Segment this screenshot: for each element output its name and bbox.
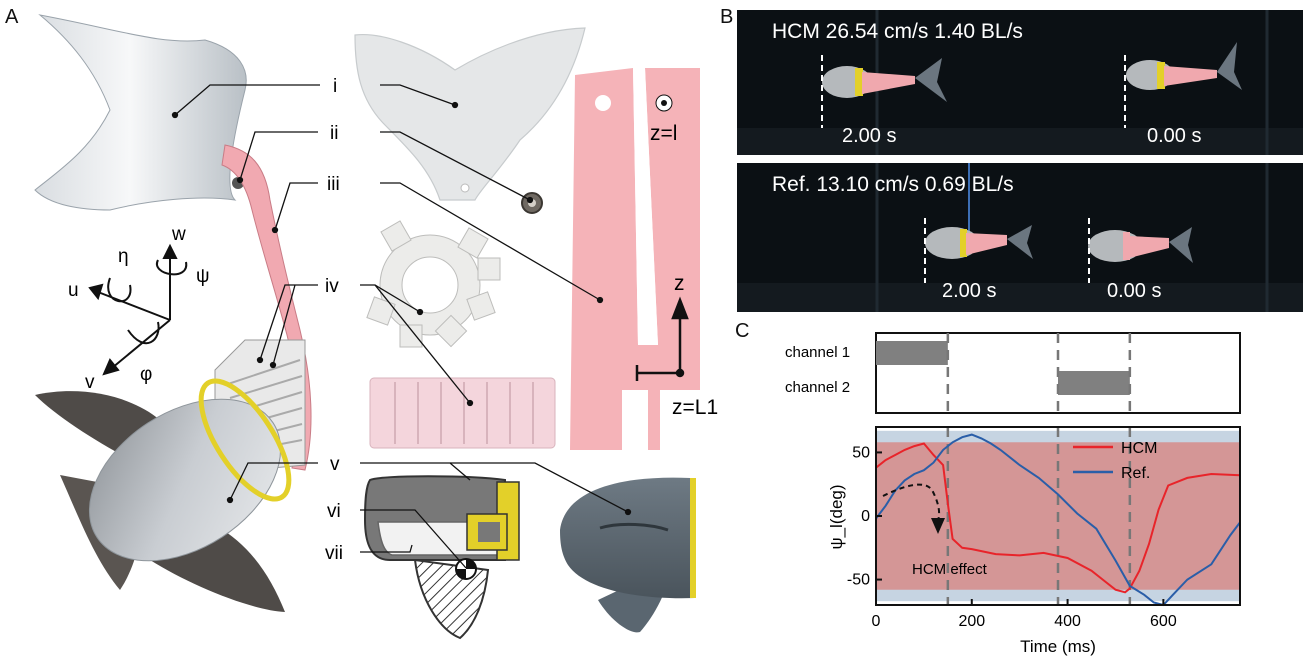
coordinate-frame [88, 243, 188, 376]
channel-1-label: channel 1 [785, 344, 850, 361]
photo-hcm-scene [737, 10, 1303, 155]
channel-bars [876, 341, 1130, 395]
hcm-time-right: 0.00 s [1147, 125, 1202, 147]
label-iv: iv [325, 276, 339, 297]
photo-hcm: HCM 26.54 cm/s 1.40 BL/s 2.00 s 0.00 s [737, 10, 1303, 155]
channel-bar-1 [876, 341, 948, 365]
z-axis-arrow [635, 296, 689, 381]
leader-lines [171, 84, 632, 569]
caudal-fin-flat [354, 27, 586, 201]
hcm-effect-arrow [882, 483, 941, 521]
axis-psi-label: ψ [196, 266, 210, 287]
axis-v-label: v [85, 372, 95, 393]
hcm-speed-caption: HCM 26.54 cm/s 1.40 BL/s [772, 20, 1023, 43]
plot-ticks: 0 200 400 600 50 0 -50 [847, 444, 1177, 630]
legend-hcm-label: HCM [1121, 440, 1157, 457]
x-tick-label: 200 [958, 613, 985, 630]
photo-ref-scene [737, 163, 1303, 312]
panel-c: channel 1 channel 2 0 200 400 600 50 0 -50 HCM… [785, 332, 1241, 656]
channel-2-label: channel 2 [785, 379, 850, 396]
y-tick-label: -50 [847, 572, 870, 589]
x-tick-label: 400 [1054, 613, 1081, 630]
channel-bar-2 [1058, 371, 1130, 395]
gear-ring-part [366, 220, 501, 348]
panel-a: w η ψ u v φ z=l z z=L1 [34, 14, 718, 640]
hcm-time-left: 2.00 s [842, 125, 897, 147]
label-ii: ii [330, 123, 338, 144]
label-vii: vii [325, 543, 343, 564]
panel-letter-c: C [735, 320, 750, 342]
label-v: v [330, 454, 340, 475]
head-cross-section [363, 475, 520, 640]
caudal-fin-3d [34, 14, 247, 211]
ref-time-right: 0.00 s [1107, 280, 1162, 302]
yellow-ring-3d [198, 378, 292, 502]
z-top-label: z=l [650, 122, 677, 145]
axis-u-label: u [68, 280, 79, 301]
ref-speed-caption: Ref. 13.10 cm/s 0.69 BL/s [772, 173, 1014, 196]
z-l1-label: z=L1 [672, 396, 718, 419]
segmented-bar-part [369, 377, 556, 449]
axis-phi-label: φ [140, 364, 152, 385]
fish-body-3d [88, 398, 282, 562]
z-axis-label: z [674, 272, 685, 295]
axis-eta-label: η [118, 246, 129, 267]
legend: HCM Ref. [1073, 440, 1157, 482]
plot-series [875, 433, 1241, 607]
x-tick-label: 0 [872, 613, 881, 630]
y-tick-label: 50 [852, 444, 870, 461]
y-axis-title: ψ_l(deg) [827, 484, 846, 549]
label-vi: vi [327, 501, 341, 522]
plot-dashed-lines [946, 333, 1132, 605]
printed-head [560, 477, 696, 633]
hcm-effect-label: HCM effect [912, 561, 988, 578]
spring-strip-flat [570, 68, 700, 450]
label-iii: iii [327, 174, 340, 195]
panel-letter-b: B [720, 6, 734, 28]
series-line-ref [875, 433, 1241, 607]
axis-w-label: w [171, 224, 186, 245]
label-i: i [333, 76, 337, 97]
x-axis-title: Time (ms) [1020, 637, 1096, 656]
panel-letter-a: A [5, 6, 19, 28]
legend-ref-label: Ref. [1121, 465, 1150, 482]
ref-time-left: 2.00 s [942, 280, 997, 302]
series-line-hcm [875, 442, 1241, 594]
photo-ref: Ref. 13.10 cm/s 0.69 BL/s 2.00 s 0.00 s [737, 163, 1303, 312]
y-tick-label: 0 [861, 508, 870, 525]
x-tick-label: 600 [1150, 613, 1177, 630]
